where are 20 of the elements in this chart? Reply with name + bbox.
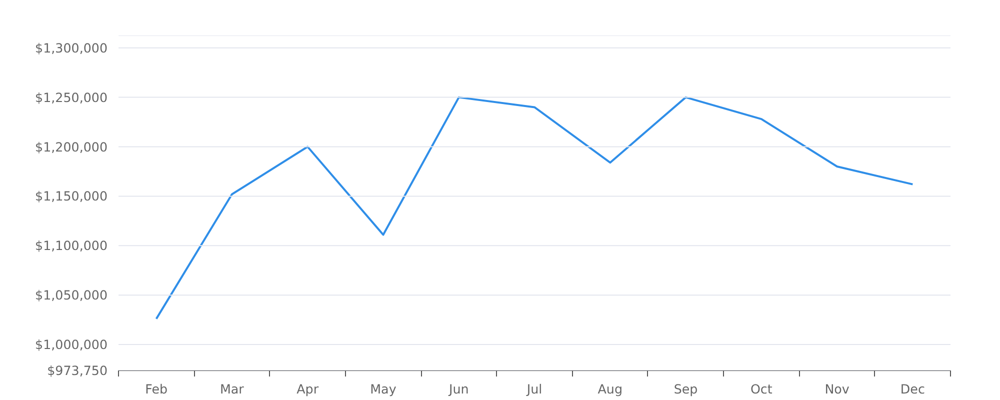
x-tick-label: Oct [750, 382, 772, 396]
x-tick-label: Nov [824, 382, 850, 396]
y-tick-label: $1,300,000 [35, 40, 108, 56]
x-tick-label: Jun [448, 382, 469, 396]
y-tick-label: $973,750 [47, 363, 108, 378]
x-tick-label: Feb [145, 382, 168, 396]
x-tick-label: Aug [598, 382, 622, 396]
y-tick-label: $1,000,000 [35, 337, 108, 352]
y-tick-label: $1,100,000 [35, 238, 108, 254]
y-tick-label: $1,050,000 [35, 288, 108, 303]
x-tick-label: Apr [296, 382, 320, 396]
y-tick-label: $1,200,000 [35, 139, 108, 154]
x-tick-label: Sep [674, 382, 698, 396]
y-tick-label: $1,250,000 [35, 90, 108, 105]
x-tick-label: May [370, 382, 397, 396]
x-tick-label: Mar [220, 382, 245, 396]
x-tick-label: Jul [526, 382, 542, 396]
line-series [155, 96, 914, 320]
x-tick-label: Dec [900, 382, 925, 396]
y-tick-label: $1,150,000 [35, 188, 108, 204]
